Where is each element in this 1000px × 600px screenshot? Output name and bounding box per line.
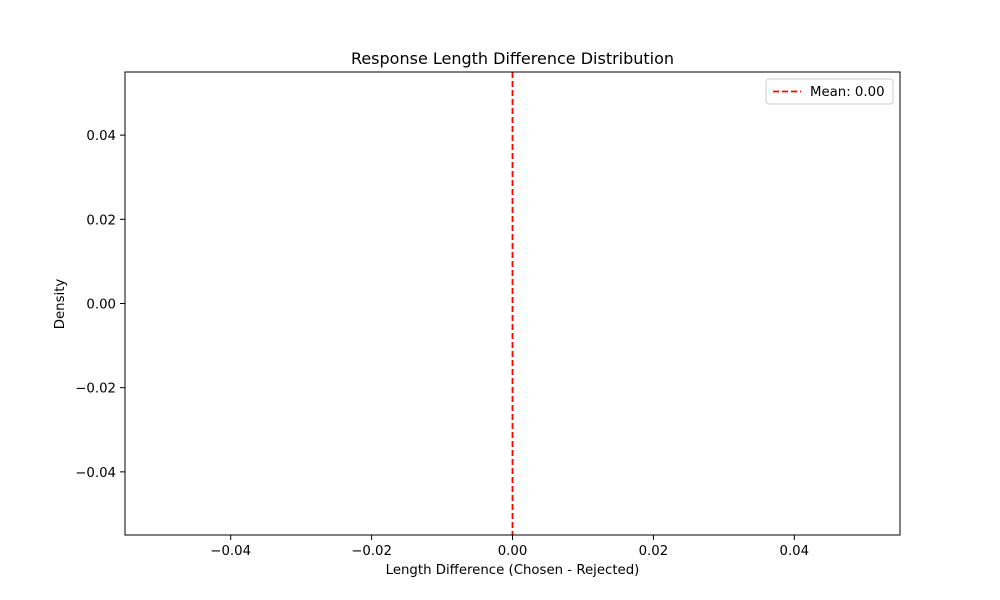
x-axis-label: Length Difference (Chosen - Rejected) [386,563,640,578]
y-axis-label: Density [53,279,68,330]
x-axis-ticks: −0.04 −0.02 0.00 0.02 0.04 [210,535,809,559]
y-axis-ticks: −0.04 −0.02 0.00 0.02 0.04 [75,129,125,481]
x-tick-label: −0.02 [351,544,392,559]
legend: Mean: 0.00 [765,78,894,105]
x-tick-label: 0.04 [780,544,810,559]
y-tick-label: −0.04 [75,466,116,481]
chart-title: Response Length Difference Distribution [351,49,674,68]
x-tick-label: 0.00 [498,544,528,559]
x-tick-label: 0.02 [639,544,669,559]
legend-box [765,78,894,105]
y-tick-label: 0.00 [86,298,116,313]
plot-frame [124,71,901,536]
legend-label-mean: Mean: 0.00 [810,85,885,100]
x-tick-label: −0.04 [210,544,251,559]
y-tick-label: 0.04 [86,129,116,144]
y-tick-label: −0.02 [75,382,116,397]
y-tick-label: 0.02 [86,213,116,228]
